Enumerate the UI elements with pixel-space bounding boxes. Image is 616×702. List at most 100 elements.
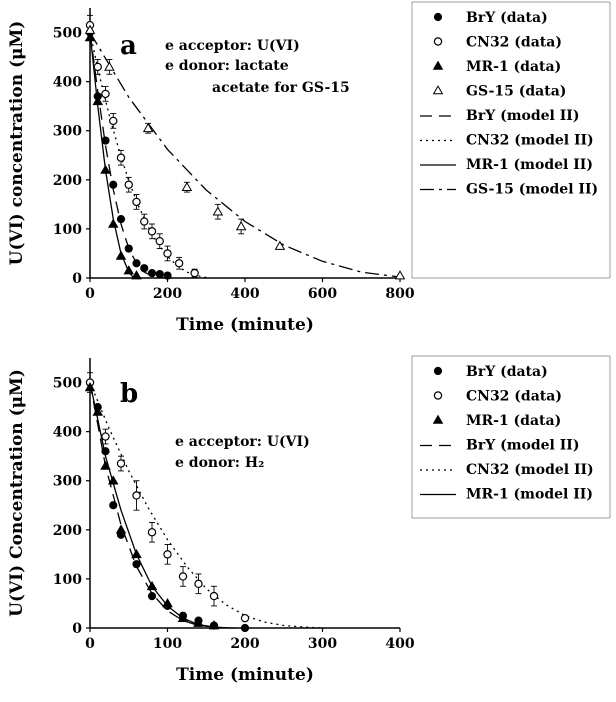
data-point-gs-15-data <box>181 181 193 191</box>
legend-swatch-gs-15-data <box>432 85 444 95</box>
data-point-cn32-data <box>240 613 250 623</box>
legend-swatch-mr-1-data <box>432 60 444 70</box>
data-point-bry-data <box>132 259 141 268</box>
data-point-cn32-data <box>155 236 164 246</box>
ticks-a: 0 200 400 600 800 0 100 200 300 400 500 <box>53 26 415 302</box>
data-point-cn32-data <box>140 217 149 226</box>
legend-swatch-cn32-data <box>433 391 443 400</box>
annotation-a-2: e donor: lactate <box>165 58 289 74</box>
data-point-bry-data <box>109 501 118 510</box>
legend-label-bry-data: BrY (data) <box>466 10 548 26</box>
y-tick-label: 300 <box>53 474 82 490</box>
data-point-cn32-data <box>101 89 110 99</box>
legend-label-cn32-model-ii: CN32 (model II) <box>466 462 594 478</box>
y-tick-label: 500 <box>53 376 82 392</box>
markers-b <box>84 378 250 633</box>
data-point-gs-15-data <box>235 221 247 231</box>
x-tick-label: 200 <box>230 636 259 652</box>
legend-label-cn32-data: CN32 (data) <box>466 389 562 405</box>
data-point-mr-1-data <box>162 598 173 608</box>
data-point-mr-1-data <box>107 218 119 228</box>
data-point-cn32-data <box>190 268 199 278</box>
data-point-bry-data <box>132 560 141 569</box>
x-axis-label-a: Time (minute) <box>176 315 314 335</box>
legend-label-cn32-model-ii: CN32 (model II) <box>466 133 594 149</box>
data-point-bry-data <box>140 264 149 273</box>
data-point-mr-1-data <box>131 270 142 280</box>
data-point-bry-data <box>147 591 157 601</box>
legend-swatch-bry-data <box>433 366 443 376</box>
data-point-mr-1-data <box>123 265 135 275</box>
data-point-mr-1-data <box>115 524 127 534</box>
data-point-bry-data <box>101 136 110 145</box>
data-point-cn32-data <box>109 116 118 126</box>
y-tick-label: 0 <box>72 271 82 287</box>
data-point-bry-data <box>147 268 157 278</box>
y-tick-label: 400 <box>53 425 82 441</box>
series-b <box>89 382 323 629</box>
data-point-bry-data <box>163 271 172 280</box>
series-line-mr-1-model-ii <box>89 32 137 279</box>
data-point-gs-15-data <box>84 24 96 34</box>
legend-label-gs-15-model-ii: GS-15 (model II) <box>466 182 598 198</box>
series-line-cn32-model-ii <box>89 32 207 279</box>
x-axis-label-b: Time (minute) <box>176 665 314 685</box>
annotation-a-1: e acceptor: U(VI) <box>165 38 300 54</box>
ticks-b: 0 100 200 300 400 0 100 200 300 400 500 <box>53 376 415 652</box>
legend-label-mr-1-model-ii: MR-1 (model II) <box>466 487 593 503</box>
data-point-cn32-data <box>132 491 141 500</box>
legend-a: BrY (data) CN32 (data) MR-1 (data) GS-15 (d… <box>411 1 611 279</box>
data-point-cn32-data <box>124 180 133 189</box>
data-point-cn32-data <box>163 249 172 258</box>
markers-a <box>84 20 406 280</box>
plot-area-a: 0 200 400 600 800 0 100 200 300 400 500 <box>53 8 415 302</box>
y-axis-label-a: U(VI) concentration (μM) <box>7 21 27 266</box>
error-bars-a <box>87 14 245 278</box>
y-tick-label: 100 <box>53 572 82 588</box>
x-tick-label: 0 <box>85 636 95 652</box>
x-tick-label: 300 <box>308 636 337 652</box>
legend-swatch-mr-1-data <box>432 414 444 424</box>
data-point-mr-1-data <box>107 475 119 485</box>
data-point-mr-1-data <box>131 548 142 559</box>
y-tick-label: 500 <box>53 26 82 42</box>
x-tick-label: 200 <box>153 286 182 302</box>
series-line-gs-15-model-ii <box>89 32 401 278</box>
panel-a: 0 200 400 600 800 0 100 200 300 400 500 a e accept… <box>7 1 611 335</box>
legend-swatch-bry-data <box>433 12 443 22</box>
legend-label-gs-15-data: GS-15 (data) <box>466 84 566 100</box>
data-point-gs-15-data <box>142 122 154 133</box>
data-point-cn32-data <box>147 227 157 236</box>
panel-letter-a: a <box>120 31 137 61</box>
legend-frame <box>411 1 611 279</box>
annotation-b-1: e acceptor: U(VI) <box>175 434 310 450</box>
series-line-cn32-model-ii <box>89 382 323 629</box>
data-point-mr-1-data <box>100 460 111 470</box>
x-tick-label: 400 <box>385 636 414 652</box>
legend-label-mr-1-model-ii: MR-1 (model II) <box>466 157 593 173</box>
legend-label-mr-1-data: MR-1 (data) <box>466 413 561 429</box>
data-point-cn32-data <box>174 259 184 268</box>
x-tick-label: 600 <box>308 286 337 302</box>
data-point-mr-1-data <box>92 406 104 416</box>
legend-swatch-cn32-data <box>433 37 443 46</box>
data-point-bry-data <box>101 447 110 456</box>
legend-label-bry-data: BrY (data) <box>466 364 548 380</box>
data-point-bry-data <box>124 244 133 253</box>
panel-b: 0 100 200 300 400 0 100 200 300 400 500 b e accept… <box>7 355 611 685</box>
y-tick-label: 100 <box>53 222 82 238</box>
data-point-cn32-data <box>116 153 126 162</box>
data-point-cn32-data <box>194 579 203 589</box>
legend-label-cn32-data: CN32 (data) <box>466 35 562 51</box>
data-point-mr-1-data <box>146 580 158 591</box>
data-point-mr-1-data <box>92 95 104 106</box>
y-axis-label-b: U(VI) Concentration (μM) <box>7 369 27 617</box>
data-point-cn32-data <box>178 572 188 581</box>
data-point-mr-1-data <box>84 32 96 42</box>
data-point-mr-1-data <box>115 250 127 260</box>
data-point-gs-15-data <box>212 206 224 216</box>
legend-label-mr-1-data: MR-1 (data) <box>466 59 561 75</box>
data-point-mr-1-data <box>100 164 111 174</box>
data-point-cn32-data <box>147 528 157 537</box>
data-point-gs-15-data <box>274 240 286 250</box>
